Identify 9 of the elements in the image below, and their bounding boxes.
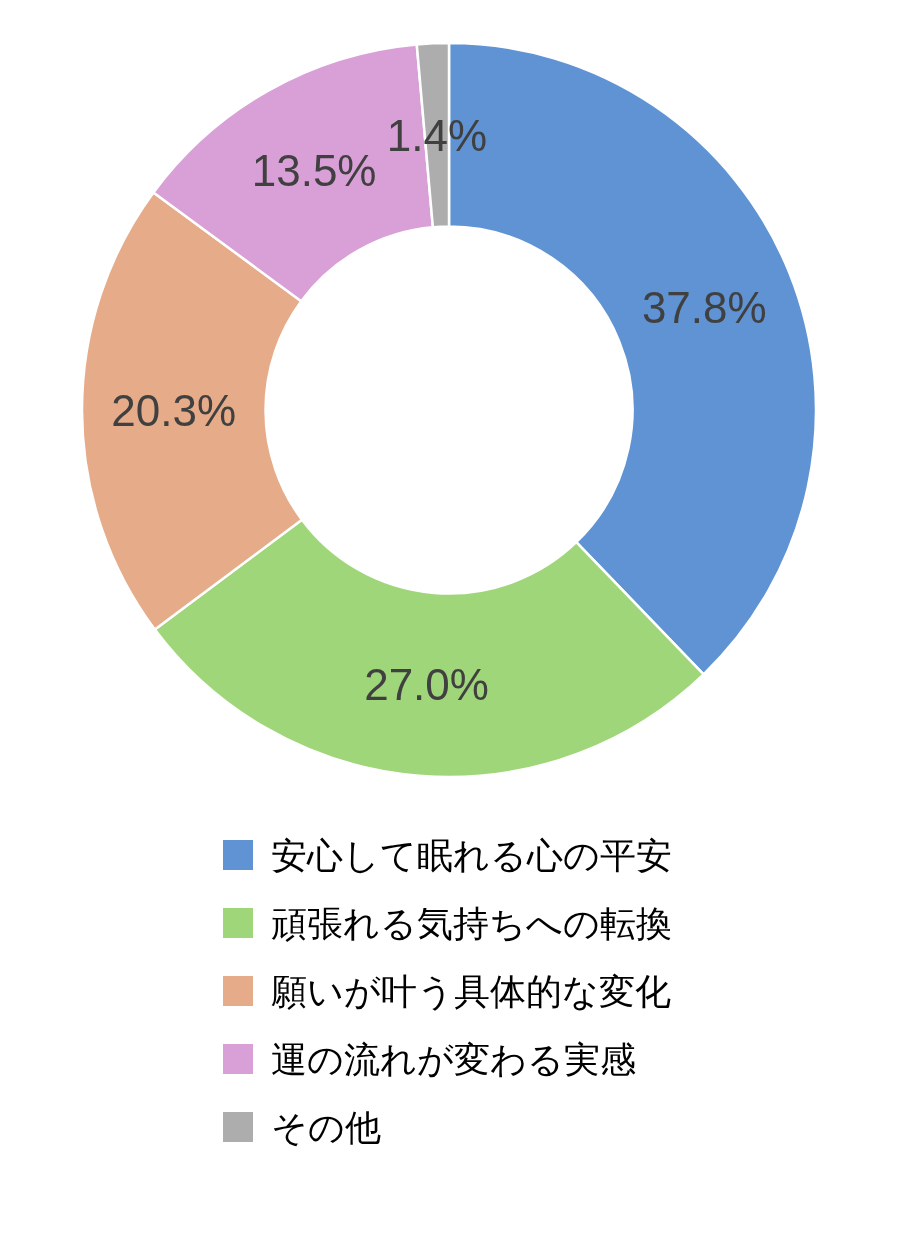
legend-label: その他 [271, 1106, 381, 1148]
legend-label: 安心して眠れる心の平安 [271, 834, 672, 876]
data-label: 37.8% [641, 282, 767, 332]
data-label: 20.3% [111, 386, 237, 436]
legend-label: 運の流れが変わる実感 [271, 1038, 636, 1080]
data-label: 27.0% [364, 659, 489, 709]
legend-label: 頑張れる気持ちへの転換 [271, 902, 672, 944]
data-label: 13.5% [251, 145, 377, 195]
legend-label: 願いが叶う具体的な変化 [271, 970, 671, 1012]
